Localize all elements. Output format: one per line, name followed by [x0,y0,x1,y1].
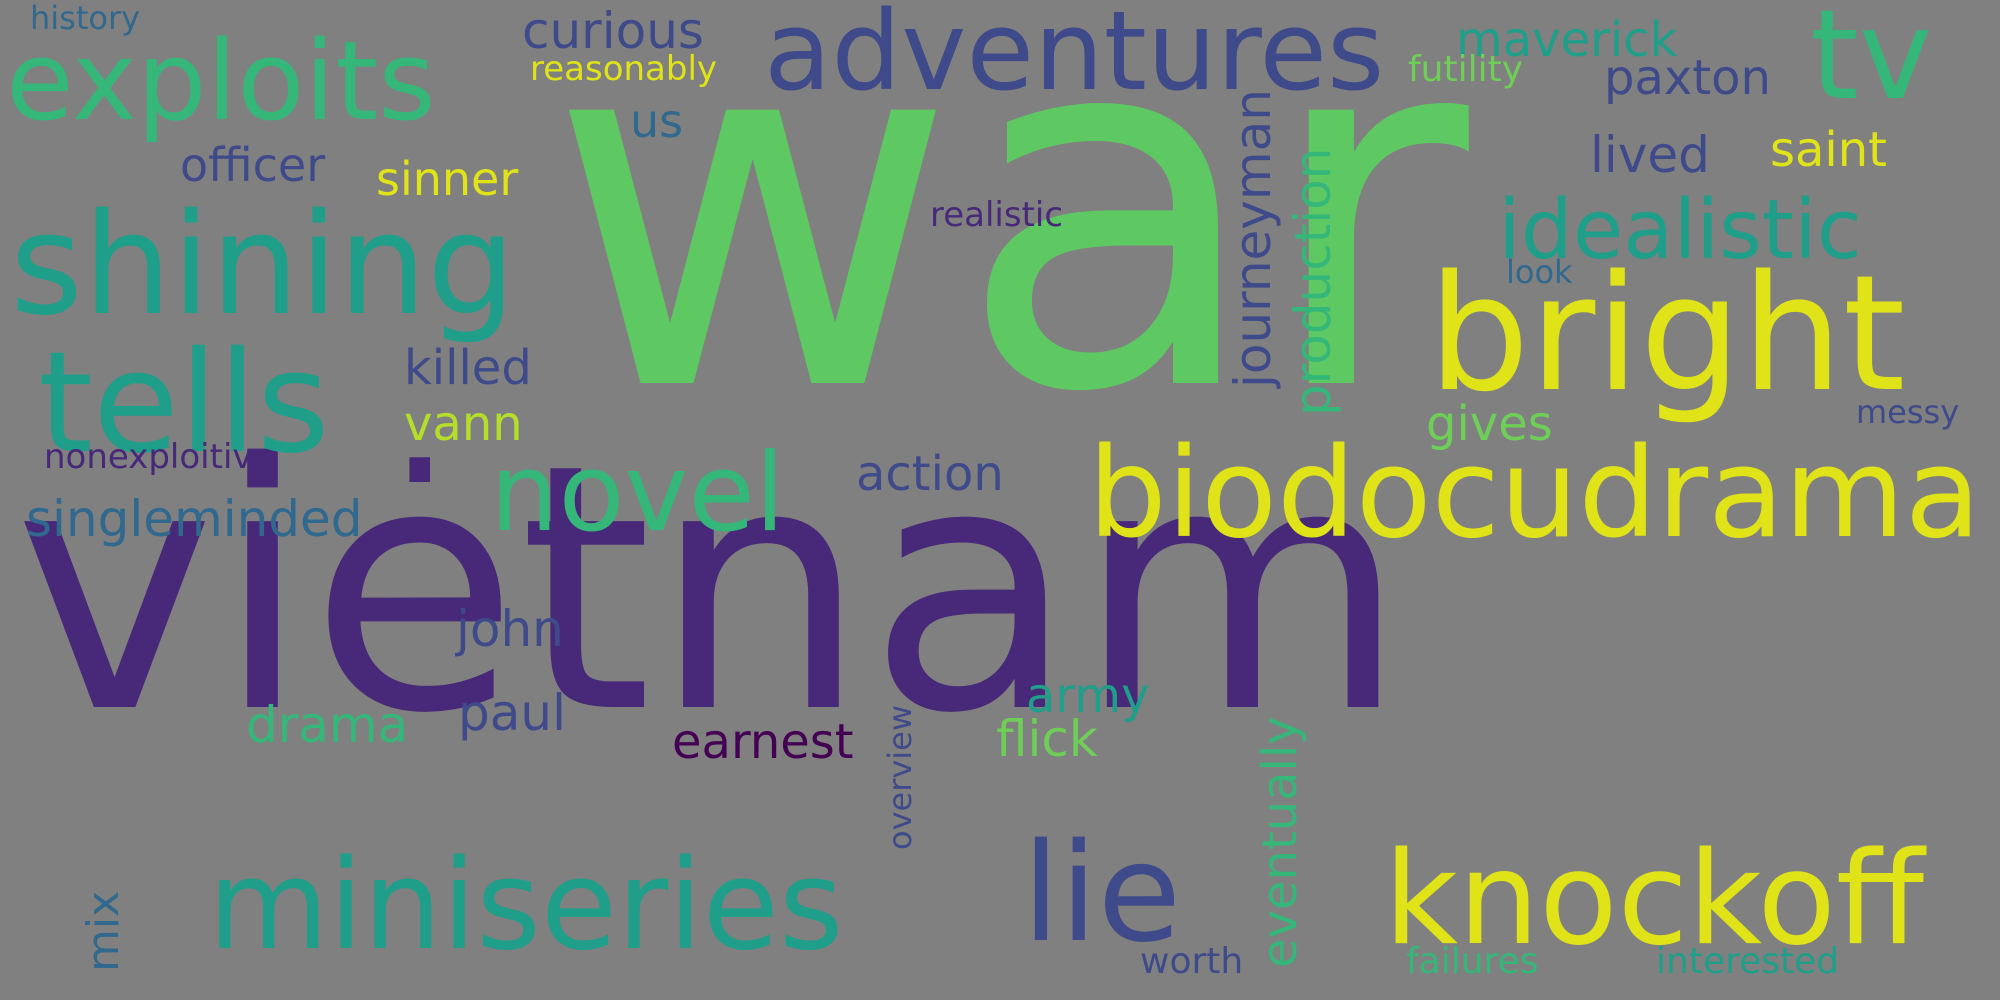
word-army: army [1026,668,1150,724]
word-interested: interested [1656,941,1840,982]
word-killed: killed [404,340,532,396]
word-production: production [1284,147,1342,416]
word-shining: shining [10,184,516,347]
word-eventually: eventually [1252,716,1308,968]
word-adventures: adventures [764,0,1385,115]
word-novel: novel [490,431,785,556]
word-bright: bright [1428,240,1906,427]
word-failures: failures [1406,941,1539,982]
word-paxton: paxton [1604,50,1771,106]
word-idealistic: idealistic [1498,183,1862,278]
word-vann: vann [404,396,523,452]
word-earnest: earnest [672,714,854,770]
word-history: history [30,0,141,37]
word-journeyman: journeyman [1224,89,1282,388]
word-knockoff: knockoff [1384,825,1924,974]
word-officer: officer [180,138,326,192]
word-worth: worth [1140,941,1244,982]
word-singleminded: singleminded [26,490,363,548]
word-mix: mix [78,890,129,972]
word-nonexploitive: nonexploitive [44,437,274,477]
word-lie: lie [1022,815,1182,973]
word-miniseries: miniseries [208,834,844,978]
word-look: look [1506,253,1573,291]
word-futility: futility [1408,49,1524,90]
word-saint: saint [1770,122,1887,178]
word-tells: tells [38,322,330,485]
word-paul: paul [458,684,566,742]
word-john: john [456,600,564,658]
word-sinner: sinner [376,152,519,206]
word-war: war [548,0,1469,501]
word-dot: . [388,297,452,530]
word-reasonably: reasonably [530,49,718,89]
word-gives: gives [1426,396,1553,452]
word-messy: messy [1856,393,1960,431]
word-drama: drama [246,696,409,754]
word-tv: tv [1810,0,1933,128]
word-action: action [856,446,1004,502]
word-curious: curious [522,2,704,60]
word-us: us [630,94,684,148]
word-exploits: exploits [6,17,436,145]
word-realistic: realistic [930,195,1064,235]
word-lived: lived [1590,126,1710,184]
word-flick: flick [996,710,1098,768]
word-vietnam: vietnam [14,392,1408,788]
word-biodocudrama: biodocudrama [1088,422,1981,566]
word-maverick: maverick [1456,12,1678,68]
word-overview: overview [881,704,919,850]
